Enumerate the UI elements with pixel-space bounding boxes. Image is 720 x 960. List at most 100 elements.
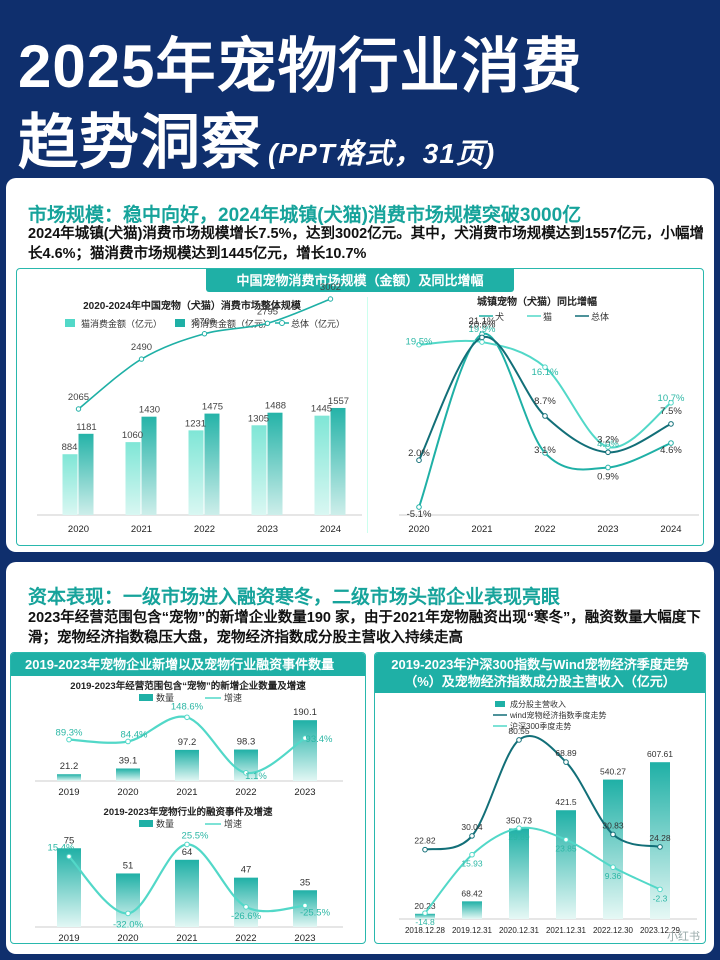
bar-dog-2024 xyxy=(330,407,346,515)
bar-cat-2024 xyxy=(314,415,330,515)
funding-point-2023 xyxy=(302,902,308,909)
capital-card: 资本表现：一级市场进入融资寒冬，二级市场头部企业表现亮眼 2023年经营范围包含… xyxy=(6,562,714,954)
index-label-hs300-2021.12.31: 23.85 xyxy=(555,844,577,854)
tick-2022: 2022 xyxy=(194,524,215,535)
label-猫-2020: 19.5% xyxy=(406,337,433,348)
funding-legend-bar xyxy=(139,820,153,827)
growth-chart-title: 城镇宠物（犬猫）同比增幅 xyxy=(477,295,597,308)
label-犬-2024: 4.6% xyxy=(660,445,682,456)
funding-linelabel-2021: 25.5% xyxy=(182,830,209,841)
tick-2023: 2023 xyxy=(597,524,618,535)
point-total-2024 xyxy=(327,296,334,302)
index-label-wind-2018.12.28: 22.82 xyxy=(414,836,436,846)
index-tick-2018.12.28: 2018.12.28 xyxy=(405,926,446,935)
legend-label-总体: 总体 xyxy=(591,311,609,322)
label-cat-2020: 884 xyxy=(62,442,78,453)
label-dog-2021: 1430 xyxy=(139,405,160,416)
index-bar-2021.12.31 xyxy=(556,810,576,919)
point-犬-2023 xyxy=(605,464,611,471)
funding-legend-line-label: 增速 xyxy=(224,818,242,829)
tick-2020: 2020 xyxy=(68,524,89,535)
newco-tick-2019: 2019 xyxy=(58,787,79,798)
index-point-wind-2019.12.31 xyxy=(469,833,475,839)
point-犬-2020 xyxy=(416,504,422,510)
funding-linelabel-2020: -32.0% xyxy=(113,919,144,930)
bar-cat-2022 xyxy=(188,430,204,515)
index-label-hs300-2023.12.29: -2.3 xyxy=(653,893,668,903)
newco-title: 2019-2023年经营范围包含“宠物”的新增企业数量及增速 xyxy=(70,680,306,692)
tick-2024: 2024 xyxy=(660,524,681,535)
tick-2020: 2020 xyxy=(408,524,429,535)
section1-title: 市场规模：稳中向好，2024年城镇(犬猫)消费市场规模突破3000亿 xyxy=(28,205,582,226)
bar-dog-2022 xyxy=(204,413,220,515)
funding-tick-2019: 2019 xyxy=(58,933,79,943)
index-bar-2020.12.31 xyxy=(509,828,529,919)
newco-linelabel-2022: 1.1% xyxy=(245,771,267,782)
line-犬 xyxy=(418,333,672,508)
section1-body: 2024年城镇(犬猫)消费市场规模增长7.5%，达到3002亿元。其中，犬消费市… xyxy=(28,226,704,262)
funding-bar-2020 xyxy=(116,873,140,927)
market-chart-title: 2020-2024年中国宠物（犬猫）消费市场整体规模 xyxy=(83,299,302,312)
index-bar-2022.12.30 xyxy=(603,779,623,919)
index-point-hs300-2020.12.31 xyxy=(516,825,522,832)
index-label-hs300-2018.12.28: -14.8 xyxy=(415,917,435,927)
funding-legend-bar-label: 数量 xyxy=(156,818,174,829)
newco-linelabel-2020: 84.4% xyxy=(121,729,148,740)
line-猫 xyxy=(418,339,672,449)
funding-linelabel-2019: 15.4% xyxy=(48,843,75,854)
index-label-hs300-2022.12.30: 9.36 xyxy=(605,871,622,881)
index-barlabel-2019.12.31: 68.42 xyxy=(461,888,483,898)
label-总体-2023: 3.2% xyxy=(597,434,619,445)
index-barlabel-2020.12.31: 350.73 xyxy=(506,815,532,825)
legend-label-2: 总体（亿元） xyxy=(291,318,345,329)
funding-barlabel-2022: 47 xyxy=(241,865,252,876)
point-total-2021 xyxy=(138,356,145,362)
index-label-wind-2020.12.31: 80.55 xyxy=(508,726,530,736)
bar-dog-2021 xyxy=(141,416,157,515)
index-point-wind-2018.12.28 xyxy=(422,846,428,853)
index-point-hs300-2022.12.30 xyxy=(610,864,616,871)
index-legend-swatch-0 xyxy=(495,701,505,707)
label-犬-2023: 0.9% xyxy=(597,471,619,482)
index-point-hs300-2021.12.31 xyxy=(563,836,569,843)
label-猫-2022: 16.1% xyxy=(532,367,559,378)
label-cat-2021: 1060 xyxy=(122,430,143,441)
newco-bar-2020 xyxy=(116,768,140,781)
newco-barlabel-2023: 190.1 xyxy=(293,707,317,718)
index-tick-2023.12.29: 2023.12.29 xyxy=(640,926,681,935)
legend-marker-2 xyxy=(279,320,285,326)
newco-legend-line-label: 增速 xyxy=(224,692,242,703)
watermark: 小红书 xyxy=(667,931,700,943)
funding-tick-2023: 2023 xyxy=(294,933,315,943)
market-panel-title: 中国宠物消费市场规模（金额）及同比增幅 xyxy=(206,269,514,292)
point-猫-2022 xyxy=(542,364,548,370)
newco-barlabel-2020: 39.1 xyxy=(119,755,138,766)
funding-linelabel-2023: -25.5% xyxy=(300,908,331,919)
point-总体-2022 xyxy=(542,413,548,419)
newco-point-2020 xyxy=(125,738,131,745)
funding-bar-2021 xyxy=(175,859,199,927)
index-point-wind-2022.12.30 xyxy=(610,831,616,838)
index-label-wind-2021.12.31: 68.89 xyxy=(555,748,577,758)
funding-point-2022 xyxy=(243,904,249,910)
label-猫-2024: 10.7% xyxy=(658,393,685,404)
newco-tick-2020: 2020 xyxy=(117,787,138,798)
newco-bar-2019 xyxy=(57,774,81,781)
tick-2021: 2021 xyxy=(131,524,152,535)
market-size-card: 市场规模：稳中向好，2024年城镇(犬猫)消费市场规模突破3000亿 2024年… xyxy=(6,178,714,552)
index-tick-2019.12.31: 2019.12.31 xyxy=(452,926,493,935)
label-total-2021: 2490 xyxy=(131,342,152,353)
newco-point-2022 xyxy=(243,770,249,776)
legend-label-猫: 猫 xyxy=(543,311,552,322)
label-总体-2020: 2.0% xyxy=(408,448,430,459)
bar-dog-2023 xyxy=(267,412,283,515)
funding-barlabel-2023: 35 xyxy=(300,877,311,888)
index-line-wind xyxy=(424,734,661,851)
funding-point-2021 xyxy=(184,841,190,848)
newco-tick-2021: 2021 xyxy=(176,787,197,798)
funding-tick-2022: 2022 xyxy=(235,933,256,943)
label-total-2020: 2065 xyxy=(68,392,89,403)
newco-tick-2023: 2023 xyxy=(294,787,315,798)
label-total-2024: 3002 xyxy=(320,282,341,293)
